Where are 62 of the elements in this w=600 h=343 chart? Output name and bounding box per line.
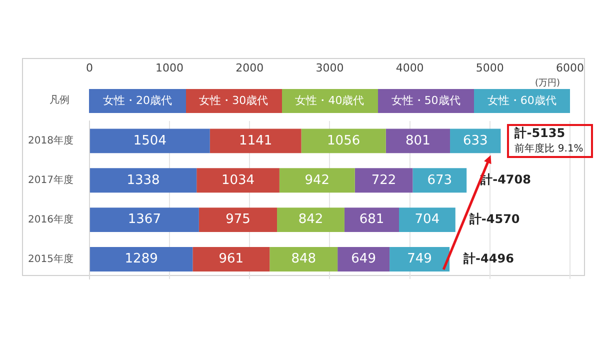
series-label: 女性・40歳代: [295, 93, 364, 108]
series-label: 女性・30歳代: [199, 93, 268, 108]
bar: [338, 247, 390, 272]
total-label: 計-4496: [462, 251, 514, 266]
bar: [277, 208, 344, 232]
bar: [390, 247, 450, 272]
data-label: 1504: [133, 133, 166, 148]
x-tick-label: 5000: [476, 61, 504, 74]
bar: [412, 168, 467, 193]
data-label: 1338: [126, 172, 160, 188]
bar: [90, 208, 199, 232]
data-label: 1367: [128, 212, 161, 228]
data-label: 1289: [124, 252, 158, 267]
data-label: 942: [304, 172, 330, 188]
series-label: 女性・60歳代: [487, 93, 556, 108]
data-label: 633: [462, 133, 488, 148]
bar: [196, 168, 280, 193]
bar: [399, 208, 456, 232]
data-label: 704: [414, 212, 440, 228]
series-label: 女性・20歳代: [102, 93, 172, 108]
y-tick-label: 2016年度: [28, 213, 74, 226]
bar: [198, 208, 278, 232]
data-label: 673: [427, 172, 452, 188]
data-label: 842: [298, 212, 324, 228]
data-label: 649: [351, 252, 376, 267]
x-tick-label: 2000: [236, 61, 264, 74]
y-tick-label: 2018年度: [28, 134, 74, 147]
bar: [344, 208, 400, 232]
data-label: 1034: [221, 172, 255, 188]
bar: [279, 168, 355, 193]
bar: [90, 128, 210, 154]
bar: [90, 168, 197, 193]
x-axis-title: (万円): [534, 78, 560, 89]
total-label: 計-4570: [468, 212, 520, 226]
annotation: 前年度比 9.1%: [514, 142, 584, 155]
x-tick-label: 1000: [156, 61, 184, 74]
bar: [192, 247, 270, 272]
bar: [210, 128, 302, 154]
x-tick-label: 4000: [396, 61, 424, 74]
bar: [90, 247, 193, 272]
data-label: 681: [359, 212, 384, 228]
data-label: 801: [406, 133, 430, 148]
data-label: 1056: [327, 133, 360, 148]
y-tick-label: 2015年度: [28, 252, 74, 265]
data-label: 749: [407, 252, 432, 267]
data-label: 975: [226, 212, 250, 228]
data-label: 1141: [239, 133, 272, 148]
data-label: 722: [371, 172, 396, 188]
bar: [301, 128, 386, 154]
data-label: 961: [218, 252, 244, 267]
bar: [270, 247, 338, 272]
y-tick-label: 2017年度: [28, 174, 74, 186]
bar: [354, 168, 413, 193]
legend-title: 凡例: [49, 94, 70, 108]
total-label: 計-5135: [514, 126, 566, 140]
x-tick-label: 3000: [316, 61, 344, 74]
x-tick-label: 6000: [556, 61, 584, 74]
bar: [386, 128, 450, 154]
x-tick-label: 0: [86, 61, 93, 74]
data-label: 848: [291, 252, 316, 267]
series-label: 女性・50歳代: [391, 93, 460, 108]
bar: [450, 128, 501, 154]
